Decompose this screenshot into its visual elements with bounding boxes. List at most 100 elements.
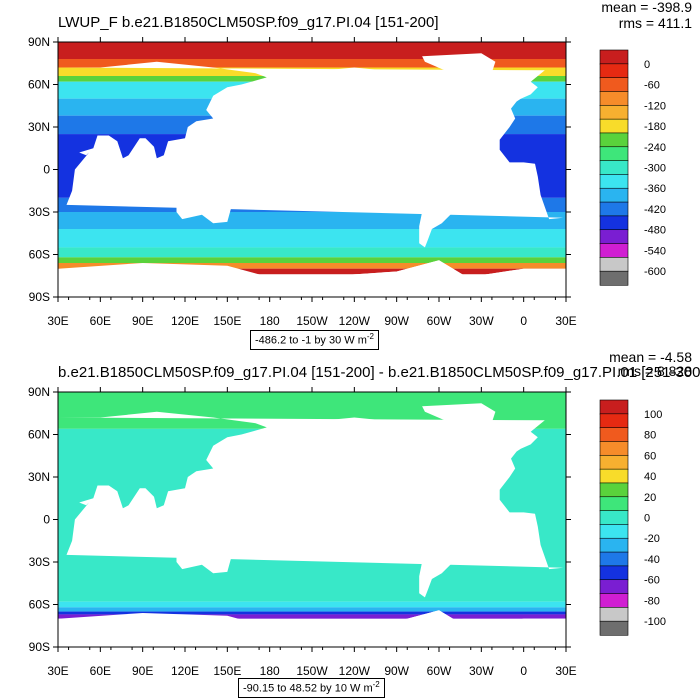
colorbar-swatch bbox=[599, 510, 629, 526]
colorbar-tick-label: -60 bbox=[644, 575, 660, 587]
colorbar-tick-label: 40 bbox=[644, 471, 656, 483]
colorbar-swatch bbox=[599, 537, 629, 553]
ocean-band bbox=[58, 247, 566, 258]
colorbar-swatch bbox=[599, 551, 629, 567]
lon-tick-label: 180 bbox=[260, 664, 280, 678]
colorbar-swatch bbox=[599, 229, 629, 245]
colorbar-tick-label: 60 bbox=[644, 450, 656, 462]
ocean-band bbox=[58, 263, 566, 269]
difference-map: 90N 60N 30N 0 30S 60S 90S 30E 60E 90E 120E 150E 180 1… bbox=[28, 385, 666, 678]
colorbar-swatch bbox=[599, 118, 629, 134]
colorbar-swatch bbox=[599, 427, 629, 443]
colorbar-swatch bbox=[599, 257, 629, 272]
lat-tick-label: 60N bbox=[28, 428, 50, 442]
colorbar-swatch bbox=[599, 270, 629, 286]
lon-tick-label: 150E bbox=[213, 664, 241, 678]
colorbar-swatch bbox=[599, 77, 629, 93]
ocean-band bbox=[58, 268, 566, 275]
colorbar-swatch bbox=[599, 132, 629, 148]
lon-tick-label: 90W bbox=[384, 314, 409, 328]
colorbar-swatch bbox=[599, 146, 629, 162]
colorbar-swatch bbox=[599, 620, 629, 636]
colorbar-swatch bbox=[599, 482, 629, 498]
colorbar-swatch bbox=[599, 468, 629, 484]
contour-range-label: -90.15 to 48.52 by 10 W m-2 bbox=[238, 678, 385, 698]
colorbar-swatch bbox=[599, 565, 629, 581]
land-mask bbox=[422, 53, 496, 82]
lon-tick-label: 180 bbox=[260, 314, 280, 328]
land-mask bbox=[149, 511, 183, 531]
colorbar-tick-label: -40 bbox=[644, 554, 660, 566]
lon-tick-label: 90W bbox=[384, 664, 409, 678]
ocean-band bbox=[58, 257, 566, 263]
land-mask bbox=[149, 161, 183, 181]
contour-range-label: -486.2 to -1 by 30 W m-2 bbox=[250, 330, 380, 350]
lon-tick-label: 60E bbox=[90, 664, 111, 678]
mean-label: mean = -4.58 bbox=[609, 349, 692, 365]
lon-tick-label: 120W bbox=[339, 664, 371, 678]
colorbar-tick-label: -180 bbox=[644, 121, 666, 133]
lat-tick-label: 30N bbox=[28, 470, 50, 484]
colorbar-tick-label: -300 bbox=[644, 163, 666, 175]
colorbar-swatch bbox=[599, 91, 629, 106]
lon-tick-label: 90E bbox=[132, 664, 153, 678]
colorbar-swatch bbox=[599, 454, 629, 470]
lat-tick-label: 90N bbox=[28, 35, 50, 49]
colorbar-tick-label: 0 bbox=[644, 513, 650, 525]
colorbar-tick-label: -600 bbox=[644, 266, 666, 278]
lat-tick-label: 30S bbox=[29, 205, 50, 219]
lon-tick-label: 60E bbox=[90, 314, 111, 328]
colorbar-tick-label: -20 bbox=[644, 533, 660, 545]
ocean-band bbox=[58, 601, 566, 608]
lat-tick-label: 60S bbox=[29, 598, 50, 612]
colorbar-swatch bbox=[599, 160, 629, 176]
colorbar-tick-label: -480 bbox=[644, 225, 666, 237]
colorbar-swatch bbox=[599, 413, 629, 429]
colorbar-tick-label: -120 bbox=[644, 100, 666, 112]
lwup-panel: LWUP_F b.e21.B1850CLM50SP.f09_g17.PI.04 … bbox=[28, 0, 692, 350]
lon-tick-label: 150W bbox=[296, 314, 328, 328]
ocean-band bbox=[58, 611, 566, 615]
colorbar-swatch bbox=[599, 524, 629, 539]
colorbar-tick-label: -540 bbox=[644, 245, 666, 257]
colorbar-tick-label: -80 bbox=[644, 595, 660, 607]
colorbar-tick-label: 80 bbox=[644, 430, 656, 442]
lon-tick-label: 30E bbox=[555, 314, 576, 328]
colorbar-tick-label: -360 bbox=[644, 183, 666, 195]
ocean-band bbox=[58, 59, 566, 68]
colorbar-tick-label: 100 bbox=[644, 409, 662, 421]
lat-tick-label: 60S bbox=[29, 248, 50, 262]
colorbar-swatch bbox=[599, 579, 629, 595]
colorbar-swatch bbox=[599, 49, 629, 65]
ocean-band bbox=[58, 614, 566, 619]
colorbar-tick-label: 0 bbox=[644, 59, 650, 71]
colorbar-swatch bbox=[599, 496, 629, 512]
rms-label: rms = 8.828 bbox=[617, 363, 692, 379]
lon-tick-label: 30E bbox=[47, 314, 68, 328]
lat-tick-label: 60N bbox=[28, 78, 50, 92]
colorbar-swatch bbox=[599, 215, 629, 231]
lon-tick-label: 0 bbox=[520, 314, 527, 328]
land-mask bbox=[176, 535, 232, 574]
lon-tick-label: 30W bbox=[469, 314, 494, 328]
colorbar-swatch bbox=[599, 187, 629, 203]
lon-tick-label: 120W bbox=[339, 314, 371, 328]
lat-tick-label: 90S bbox=[29, 640, 50, 654]
colorbar-swatch bbox=[599, 441, 629, 456]
colorbar-tick-label: -420 bbox=[644, 204, 666, 216]
lon-tick-label: 0 bbox=[520, 664, 527, 678]
colorbar-swatch bbox=[599, 607, 629, 622]
lon-tick-label: 30W bbox=[469, 664, 494, 678]
land-mask bbox=[286, 417, 442, 509]
lat-tick-label: 30S bbox=[29, 555, 50, 569]
chart-title: LWUP_F b.e21.B1850CLM50SP.f09_g17.PI.04 … bbox=[58, 14, 439, 31]
ocean-field bbox=[58, 42, 566, 297]
ocean-band bbox=[58, 229, 566, 248]
lon-tick-label: 90E bbox=[132, 314, 153, 328]
lon-tick-label: 30E bbox=[555, 664, 576, 678]
ocean-field bbox=[58, 392, 566, 647]
difference-panel: b.e21.B1850CLM50SP.f09_g17.PI.04 [151-20… bbox=[0, 350, 700, 700]
lwup-map: 90N 60N 30N 0 30S 60S 90S 30E 60E 90E 120E 150E 180 1… bbox=[28, 35, 666, 328]
lon-tick-label: 120E bbox=[171, 664, 199, 678]
colorbar-swatch bbox=[599, 593, 629, 608]
